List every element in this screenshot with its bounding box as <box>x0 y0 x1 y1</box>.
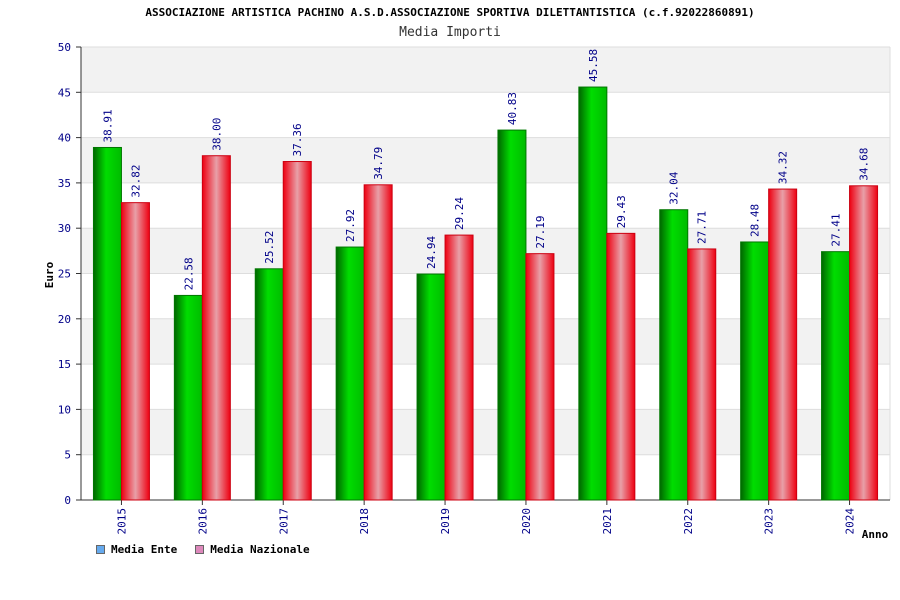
bar-media-ente-2017 <box>254 268 284 501</box>
data-label: 27.41 <box>830 214 843 247</box>
x-tick-label: 2024 <box>844 508 857 535</box>
x-axis-label: Anno <box>862 528 889 541</box>
x-tick-label: 2019 <box>439 508 452 535</box>
bar-media-ente-2023 <box>740 241 770 501</box>
bar-media-ente-2022 <box>659 209 689 501</box>
bar-media-nazionale-2019 <box>444 234 474 501</box>
data-label: 27.71 <box>696 211 709 244</box>
y-tick-label: 10 <box>58 403 71 416</box>
y-axis-label: Euro <box>43 261 56 288</box>
x-tick-label: 2017 <box>277 508 290 535</box>
x-tick-label: 2016 <box>196 508 209 535</box>
data-label: 28.48 <box>749 204 762 237</box>
legend: Media Ente Media Nazionale <box>96 543 310 556</box>
bar-media-nazionale-2022 <box>687 248 717 501</box>
bar-media-nazionale-2018 <box>363 184 393 501</box>
data-label: 37.36 <box>291 123 304 156</box>
x-tick-label: 2023 <box>763 508 776 535</box>
data-label: 29.43 <box>615 195 628 228</box>
data-label: 29.24 <box>453 197 466 230</box>
x-tick-label: 2022 <box>682 508 695 535</box>
y-tick-label: 50 <box>58 41 71 54</box>
legend-label-media-ente: Media Ente <box>111 543 178 556</box>
bar-media-nazionale-2020 <box>525 253 555 501</box>
y-tick-label: 25 <box>58 268 71 281</box>
bar-media-nazionale-2023 <box>768 188 798 501</box>
y-tick-label: 40 <box>58 132 71 145</box>
data-label: 45.58 <box>587 49 600 82</box>
data-label: 34.79 <box>372 147 385 180</box>
legend-item-media-nazionale: Media Nazionale <box>195 543 310 556</box>
y-tick-label: 0 <box>64 494 71 507</box>
legend-swatch-media-ente <box>96 545 105 554</box>
x-tick-label: 2015 <box>115 508 128 535</box>
data-label: 27.92 <box>344 209 357 242</box>
y-tick-label: 5 <box>64 449 71 462</box>
bar-media-nazionale-2024 <box>849 185 879 501</box>
bar-media-ente-2024 <box>821 251 851 501</box>
legend-swatch-media-nazionale <box>195 545 205 554</box>
grid-band <box>81 47 890 93</box>
data-label: 38.91 <box>101 109 114 142</box>
bar-media-ente-2016 <box>173 294 203 501</box>
data-label: 32.82 <box>129 165 142 198</box>
y-tick-label: 30 <box>58 222 71 235</box>
legend-item-media-ente: Media Ente <box>96 543 177 556</box>
bar-media-nazionale-2016 <box>201 155 231 501</box>
data-label: 34.32 <box>777 151 790 184</box>
data-label: 27.19 <box>534 216 547 249</box>
data-label: 24.94 <box>425 236 438 269</box>
y-tick-label: 15 <box>58 358 71 371</box>
x-tick-label: 2020 <box>520 508 533 535</box>
chart-subtitle: Media Importi <box>399 25 501 40</box>
y-tick-label: 45 <box>58 86 71 99</box>
bar-media-nazionale-2015 <box>120 202 150 501</box>
bar-media-ente-2015 <box>92 146 122 501</box>
bar-media-nazionale-2017 <box>282 161 312 501</box>
bar-media-nazionale-2021 <box>606 232 636 501</box>
data-label: 32.04 <box>668 171 681 204</box>
y-tick-label: 35 <box>58 177 71 190</box>
data-label: 25.52 <box>263 231 276 264</box>
bar-media-ente-2018 <box>335 246 365 501</box>
bar-media-ente-2021 <box>578 86 608 501</box>
bar-media-ente-2020 <box>497 129 527 501</box>
data-label: 34.68 <box>858 148 871 181</box>
chart-title: ASSOCIAZIONE ARTISTICA PACHINO A.S.D.ASS… <box>145 6 755 19</box>
data-label: 22.58 <box>182 257 195 290</box>
data-label: 40.83 <box>506 92 519 125</box>
x-tick-label: 2021 <box>601 508 614 535</box>
x-tick-label: 2018 <box>358 508 371 535</box>
y-tick-label: 20 <box>58 313 71 326</box>
data-label: 38.00 <box>210 118 223 151</box>
legend-label-media-nazionale: Media Nazionale <box>210 543 310 556</box>
bar-media-ente-2019 <box>416 273 446 501</box>
